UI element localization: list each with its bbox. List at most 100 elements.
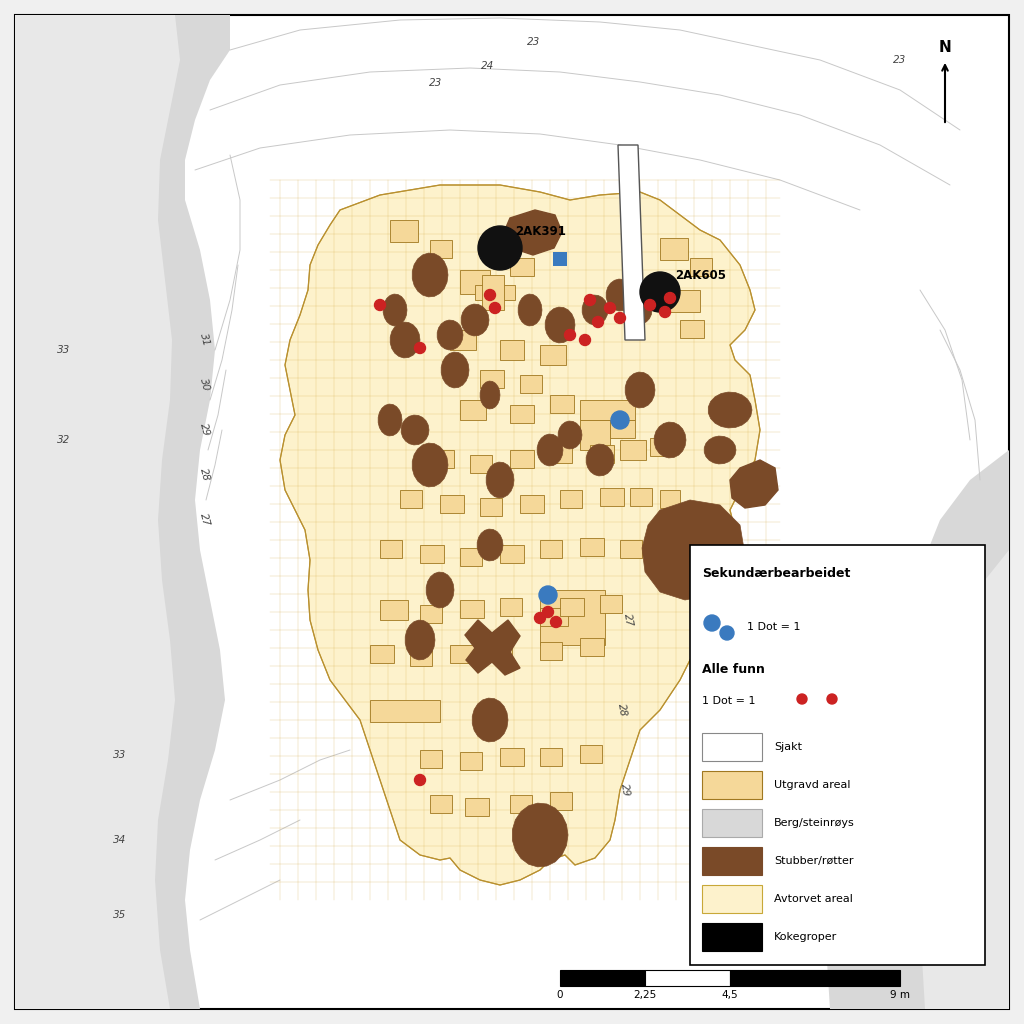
Bar: [630, 488, 652, 506]
Bar: [590, 445, 614, 463]
Circle shape: [539, 586, 557, 604]
Bar: [370, 700, 440, 722]
Polygon shape: [709, 392, 752, 428]
Polygon shape: [486, 462, 514, 498]
Text: 1 Dot = 1: 1 Dot = 1: [746, 622, 801, 632]
Text: 24: 24: [481, 61, 495, 71]
Circle shape: [659, 306, 671, 317]
Bar: [520, 375, 542, 393]
Polygon shape: [512, 803, 568, 867]
Bar: [510, 795, 532, 813]
Bar: [650, 438, 672, 456]
Circle shape: [478, 226, 522, 270]
Bar: [580, 420, 610, 450]
Bar: [702, 771, 762, 799]
Polygon shape: [477, 529, 503, 561]
Text: 31: 31: [199, 333, 212, 348]
Bar: [480, 498, 502, 516]
Circle shape: [614, 312, 626, 324]
Polygon shape: [654, 422, 686, 458]
Polygon shape: [401, 415, 429, 445]
Text: 28: 28: [615, 702, 628, 718]
Text: Berg/steinrøys: Berg/steinrøys: [774, 818, 855, 828]
Text: Kokegroper: Kokegroper: [774, 932, 838, 942]
Text: 1 Dot = 1: 1 Dot = 1: [702, 696, 756, 706]
Circle shape: [580, 335, 591, 345]
Text: 33: 33: [114, 750, 127, 760]
Polygon shape: [642, 500, 745, 600]
Bar: [540, 642, 562, 660]
Bar: [580, 538, 604, 556]
Bar: [460, 600, 484, 618]
Bar: [553, 252, 567, 266]
Bar: [620, 540, 642, 558]
Circle shape: [415, 342, 426, 353]
Bar: [430, 450, 454, 468]
Circle shape: [593, 316, 603, 328]
Bar: [730, 970, 900, 986]
Text: N: N: [939, 40, 951, 55]
Bar: [460, 270, 490, 294]
Bar: [440, 495, 464, 513]
Text: 34: 34: [114, 835, 127, 845]
Text: Sjakt: Sjakt: [774, 742, 802, 752]
Polygon shape: [406, 621, 435, 659]
Text: Alle funn: Alle funn: [702, 663, 765, 676]
Bar: [680, 319, 705, 338]
Bar: [482, 275, 504, 310]
Text: 30: 30: [834, 600, 847, 610]
Polygon shape: [441, 352, 469, 388]
Polygon shape: [730, 460, 778, 508]
Bar: [660, 238, 688, 260]
Bar: [510, 258, 534, 276]
Polygon shape: [383, 294, 407, 326]
Polygon shape: [583, 295, 608, 325]
Text: Sekundærbearbeidet: Sekundærbearbeidet: [702, 567, 850, 580]
Bar: [580, 638, 604, 656]
Bar: [600, 595, 622, 613]
Bar: [450, 645, 474, 663]
Polygon shape: [518, 294, 542, 326]
Bar: [660, 490, 680, 508]
Bar: [420, 605, 442, 623]
Bar: [420, 750, 442, 768]
Bar: [690, 545, 985, 965]
Bar: [702, 847, 762, 874]
Circle shape: [604, 302, 615, 313]
Bar: [490, 642, 512, 660]
Bar: [470, 455, 492, 473]
Circle shape: [720, 626, 734, 640]
Polygon shape: [915, 550, 1009, 1009]
Polygon shape: [538, 434, 563, 466]
Bar: [520, 495, 544, 513]
Polygon shape: [705, 436, 736, 464]
Polygon shape: [15, 15, 180, 1009]
Bar: [410, 648, 432, 666]
Polygon shape: [618, 145, 645, 340]
Text: 23: 23: [893, 55, 906, 65]
Bar: [380, 600, 408, 620]
Polygon shape: [586, 444, 614, 476]
Circle shape: [543, 606, 554, 617]
Bar: [475, 285, 515, 300]
Bar: [510, 406, 534, 423]
Circle shape: [489, 302, 501, 313]
Polygon shape: [626, 372, 655, 408]
Bar: [540, 540, 562, 558]
Polygon shape: [472, 698, 508, 742]
Polygon shape: [480, 381, 500, 409]
Polygon shape: [628, 296, 652, 324]
Bar: [550, 395, 574, 413]
Polygon shape: [390, 323, 420, 358]
Text: 4,5: 4,5: [722, 990, 738, 1000]
Bar: [540, 608, 568, 626]
Circle shape: [535, 612, 546, 624]
Circle shape: [644, 299, 655, 310]
Polygon shape: [378, 404, 402, 436]
Text: Stubber/røtter: Stubber/røtter: [774, 856, 853, 866]
Bar: [465, 798, 489, 816]
Bar: [510, 450, 534, 468]
Bar: [500, 545, 524, 563]
Bar: [460, 548, 482, 566]
Bar: [560, 970, 645, 986]
